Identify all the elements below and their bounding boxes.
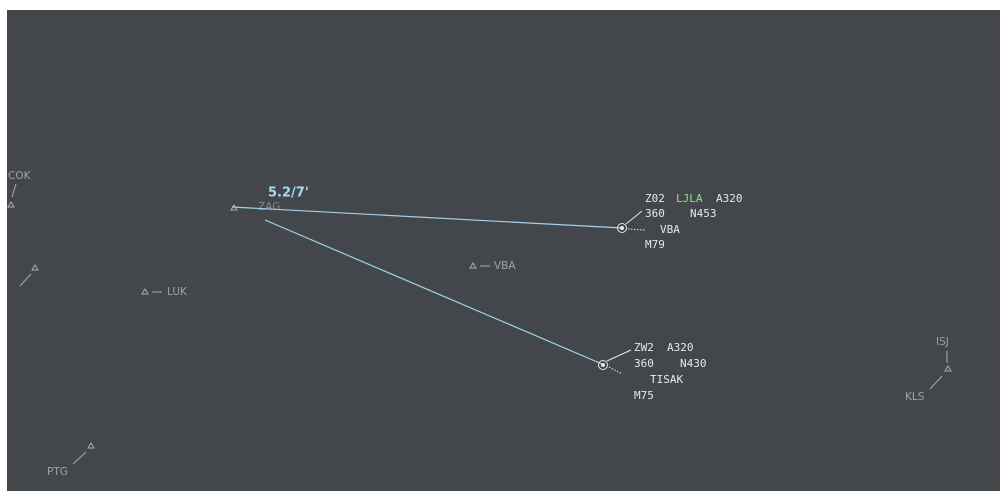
history-dots bbox=[608, 366, 623, 375]
waypoint-symbol bbox=[7, 201, 15, 208]
mach: M79 bbox=[645, 238, 665, 251]
leader-line bbox=[19, 273, 32, 287]
waypoint-symbol bbox=[469, 262, 477, 269]
aircraft-symbol[interactable] bbox=[617, 223, 627, 233]
leader-line bbox=[11, 183, 17, 198]
label-leader bbox=[625, 210, 643, 225]
measure-label: 5.2/7' bbox=[268, 186, 309, 201]
waypoint-symbol bbox=[141, 288, 149, 295]
next-point: TISAK bbox=[650, 373, 683, 386]
aircraft-symbol[interactable] bbox=[598, 360, 608, 370]
measure-line bbox=[264, 219, 603, 365]
waypoint-label: ZAG bbox=[258, 201, 280, 213]
destination: LJLA bbox=[676, 192, 703, 205]
waypoint-label: VBA bbox=[494, 260, 516, 272]
measure-line bbox=[231, 206, 623, 229]
radar-background bbox=[7, 10, 1000, 491]
waypoint-label: KLS bbox=[905, 391, 925, 403]
waypoint-label: COK bbox=[8, 170, 32, 182]
waypoint-symbol bbox=[31, 264, 39, 271]
waypoint-symbol bbox=[87, 442, 95, 449]
mach: M75 bbox=[634, 389, 654, 402]
aircraft-symbol-center bbox=[601, 363, 605, 367]
leader-line bbox=[929, 375, 943, 390]
aircraft-type: A320 bbox=[716, 192, 743, 205]
next-point: VBA bbox=[660, 223, 680, 236]
callsign: Z02 bbox=[645, 192, 665, 205]
aircraft-symbol-center bbox=[620, 226, 624, 230]
altitude: 360 bbox=[634, 357, 654, 370]
leader-line bbox=[72, 451, 87, 465]
route-info: N430 bbox=[680, 357, 707, 370]
waypoint-label: LUK bbox=[167, 286, 188, 298]
waypoint-symbol bbox=[944, 365, 952, 372]
route-info: N453 bbox=[690, 207, 717, 220]
aircraft-type: A320 bbox=[667, 341, 694, 354]
callsign: ZW2 bbox=[634, 341, 654, 354]
waypoint-label: ISJ bbox=[936, 336, 949, 348]
waypoint-label: PTG bbox=[47, 466, 68, 478]
label-leader bbox=[606, 349, 632, 362]
altitude: 360 bbox=[645, 207, 665, 220]
